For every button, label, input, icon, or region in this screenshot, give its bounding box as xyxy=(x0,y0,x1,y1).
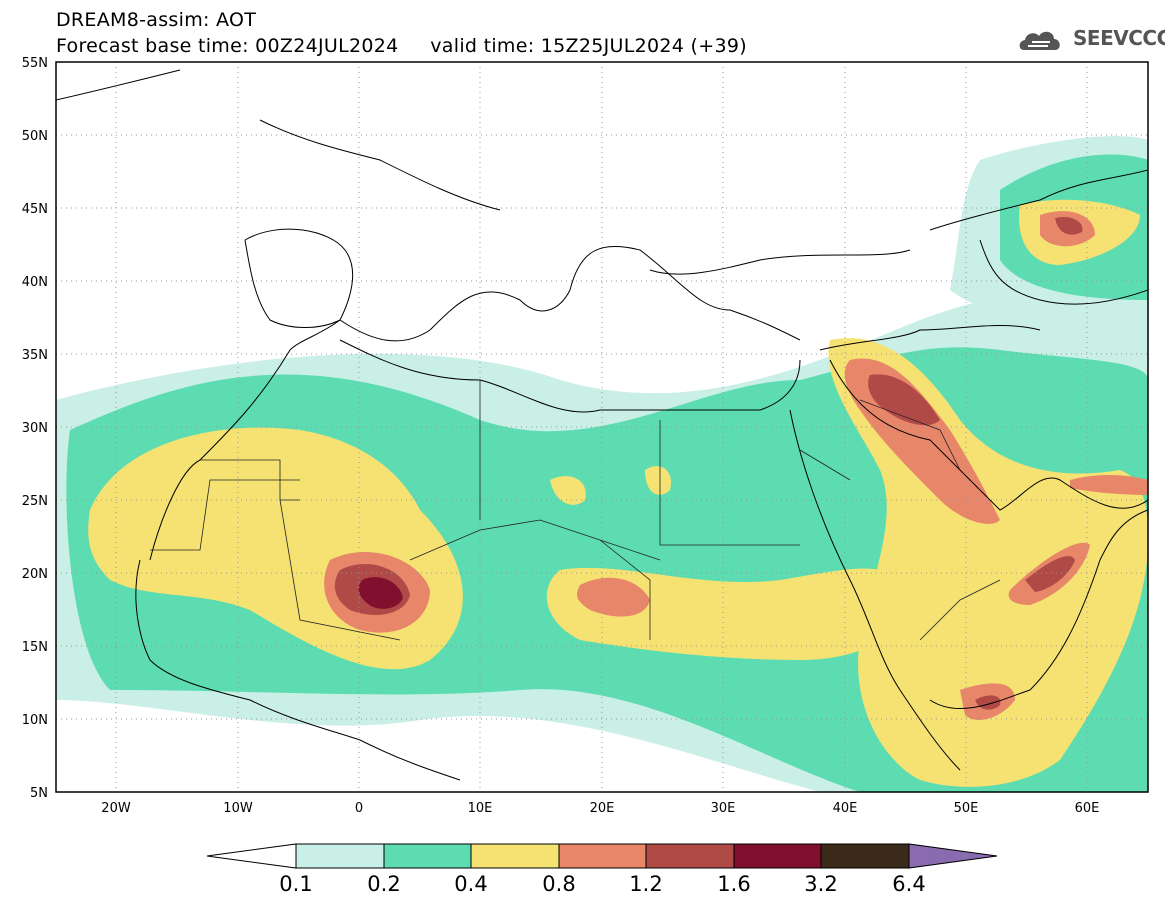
lat-label: 50N xyxy=(22,129,48,144)
colorbar-label: 0.4 xyxy=(454,872,487,896)
colorbar-segment xyxy=(645,843,735,869)
colorbar-label: 1.6 xyxy=(717,872,750,896)
lat-label: 55N xyxy=(22,56,48,71)
lon-label: 50E xyxy=(954,801,979,816)
colorbar-label: 6.4 xyxy=(892,872,925,896)
lat-label: 10N xyxy=(22,713,48,728)
colorbar-segment xyxy=(558,843,647,869)
logo-text: SEEVCCC xyxy=(1073,26,1165,50)
lat-label: 15N xyxy=(22,640,48,655)
aot-field xyxy=(56,62,1148,792)
lon-label: 20W xyxy=(101,801,131,816)
lon-label: 10W xyxy=(223,801,253,816)
chart-title: DREAM8-assim: AOT xyxy=(56,9,257,31)
lat-label: 30N xyxy=(22,421,48,436)
lat-label: 45N xyxy=(22,202,48,217)
lon-label: 30E xyxy=(711,801,736,816)
colorbar-segment xyxy=(733,843,822,869)
lat-axis: 55N 50N 45N 40N 35N 30N 25N 20N 15N 10N … xyxy=(22,56,48,801)
lat-label: 20N xyxy=(22,567,48,582)
colorbar-segment xyxy=(383,843,472,869)
lat-label: 40N xyxy=(22,275,48,290)
colorbar-segment xyxy=(470,843,560,869)
lon-label: 20E xyxy=(590,801,615,816)
plot-frame xyxy=(55,61,1149,793)
colorbar-label: 3.2 xyxy=(804,872,837,896)
coastlines xyxy=(56,69,1148,781)
lon-label: 40E xyxy=(833,801,858,816)
lon-label: 0 xyxy=(355,801,363,816)
cloud-icon xyxy=(1019,31,1060,50)
colorbar-segment xyxy=(295,843,385,869)
lon-label: 60E xyxy=(1075,801,1100,816)
colorbar-high-arrow xyxy=(908,843,998,869)
colorbar-segment xyxy=(820,843,910,869)
lat-label: 35N xyxy=(22,348,48,363)
colorbar-label: 0.2 xyxy=(367,872,400,896)
colorbar: 0.1 0.2 0.4 0.8 1.2 1.6 3.2 6.4 xyxy=(206,843,998,896)
colorbar-label: 1.2 xyxy=(629,872,662,896)
colorbar-low-arrow xyxy=(206,843,297,869)
forecast-times: Forecast base time: 00Z24JUL2024 valid t… xyxy=(56,35,747,57)
lat-label: 25N xyxy=(22,494,48,509)
lon-label: 10E xyxy=(468,801,493,816)
lon-axis: 20W 10W 0 10E 20E 30E 40E 50E 60E xyxy=(101,801,1099,816)
lat-label: 5N xyxy=(30,786,48,801)
colorbar-label: 0.1 xyxy=(279,872,312,896)
colorbar-label: 0.8 xyxy=(542,872,575,896)
borders xyxy=(150,380,1001,641)
